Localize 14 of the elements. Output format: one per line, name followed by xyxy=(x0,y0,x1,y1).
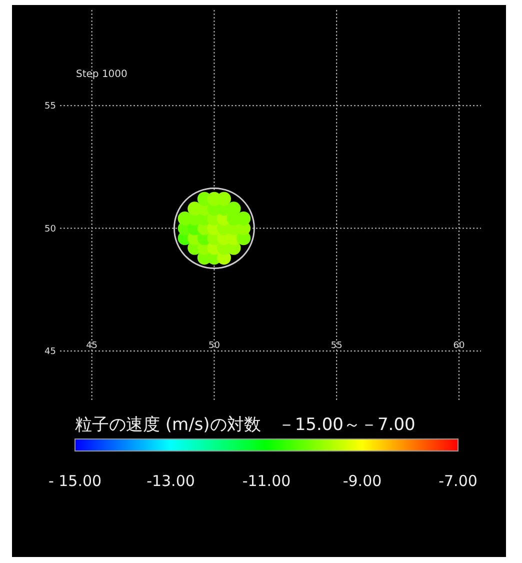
x-tick-label: 55 xyxy=(330,340,342,351)
color-bar-title: 粒子の速度 (m/s)の対数 －15.00～－7.00 xyxy=(75,415,416,435)
x-tick-label: 50 xyxy=(208,340,220,351)
color-bar-label: -13.00 xyxy=(146,472,195,490)
x-tick-label: 45 xyxy=(86,340,98,351)
color-bar-label: - 15.00 xyxy=(48,472,102,490)
x-tick-label: 60 xyxy=(453,340,465,351)
point xyxy=(236,211,251,226)
color-bar-label: -7.00 xyxy=(438,472,478,490)
annotation: Step 1000 xyxy=(76,69,128,80)
y-tick-label: 55 xyxy=(44,102,56,112)
color-bar-label: -11.00 xyxy=(242,472,291,490)
color-bar-label: -9.00 xyxy=(342,472,382,490)
y-tick-label: 50 xyxy=(44,224,56,234)
